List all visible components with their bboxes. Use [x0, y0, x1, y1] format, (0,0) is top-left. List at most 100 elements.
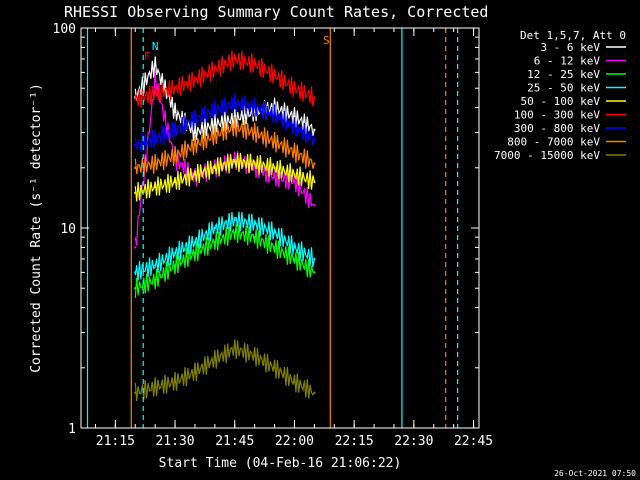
data-point: [174, 111, 177, 114]
data-point: [253, 236, 256, 239]
data-point: [134, 166, 137, 169]
data-point: [313, 391, 316, 394]
series-line: [134, 223, 315, 298]
data-point: [134, 144, 137, 147]
annotation-label: F: [144, 50, 151, 63]
data-point: [174, 264, 177, 267]
data-point: [273, 74, 276, 77]
data-point: [233, 102, 236, 105]
data-point: [273, 246, 276, 249]
data-point: [293, 87, 296, 90]
data-point: [154, 92, 157, 95]
data-point: [253, 63, 256, 66]
data-point: [134, 287, 137, 290]
data-point: [213, 68, 216, 71]
legend-label: 6 - 12 keV: [534, 55, 601, 68]
data-point: [293, 150, 296, 153]
data-point: [134, 391, 137, 394]
series-line: [134, 56, 315, 141]
series-layer: [134, 50, 316, 402]
data-point: [193, 241, 196, 244]
x-tick-label: 22:00: [275, 434, 314, 449]
data-point: [174, 87, 177, 90]
legend-label: 800 - 7000 keV: [507, 136, 600, 149]
data-point: [154, 162, 157, 165]
data-point: [313, 257, 316, 260]
data-point: [313, 128, 316, 131]
data-point: [233, 218, 236, 221]
x-tick-label: 22:15: [335, 434, 374, 449]
y-tick-label: 100: [53, 22, 76, 37]
data-point: [233, 57, 236, 60]
data-point: [193, 251, 196, 254]
data-point: [174, 180, 177, 183]
legend-label: 7000 - 15000 keV: [494, 149, 600, 162]
data-point: [293, 115, 296, 118]
legend-label: 12 - 25 keV: [527, 68, 600, 81]
series-line: [134, 211, 315, 281]
data-point: [313, 180, 316, 183]
data-point: [273, 113, 276, 116]
data-point: [293, 246, 296, 249]
data-point: [174, 380, 177, 383]
data-point: [313, 137, 316, 140]
data-point: [213, 134, 216, 137]
y-axis-label: Corrected Count Rate (s⁻¹ detector⁻¹): [29, 83, 44, 373]
data-point: [193, 78, 196, 81]
data-point: [134, 98, 137, 101]
series-line: [134, 50, 315, 108]
data-point: [253, 111, 256, 114]
data-point: [313, 162, 316, 165]
data-point: [213, 227, 216, 229]
x-axis-label: Start Time (04-Feb-16 21:06:22): [159, 456, 402, 471]
data-point: [193, 175, 196, 178]
x-tick-label: 22:45: [454, 434, 493, 449]
y-tick-label: 10: [60, 222, 76, 237]
series-line: [134, 93, 315, 153]
data-point: [193, 118, 196, 121]
chart-title: RHESSI Observing Summary Count Rates, Co…: [64, 3, 488, 21]
data-point: [193, 173, 196, 176]
data-point: [193, 371, 196, 374]
data-point: [154, 137, 157, 140]
legend-label: 300 - 800 keV: [514, 122, 600, 135]
annotation-label: N: [152, 40, 159, 53]
data-point: [134, 191, 137, 194]
data-point: [174, 251, 177, 254]
data-point: [213, 358, 216, 361]
data-point: [154, 78, 157, 81]
data-point: [233, 347, 236, 350]
data-point: [273, 175, 276, 178]
data-point: [134, 246, 137, 249]
x-tick-label: 22:30: [394, 434, 433, 449]
legend-label: 25 - 50 keV: [527, 82, 600, 95]
legend-label: 50 - 100 keV: [521, 95, 601, 108]
data-point: [313, 96, 316, 99]
data-point: [313, 204, 316, 207]
marker-layer: FN S: [86, 28, 459, 428]
data-point: [293, 180, 296, 183]
series-line: [134, 116, 315, 177]
data-point: [174, 158, 177, 161]
x-tick-label: 21:30: [155, 434, 194, 449]
data-point: [253, 131, 256, 134]
data-point: [293, 173, 296, 176]
data-point: [273, 366, 276, 369]
data-point: [233, 125, 236, 128]
data-point: [253, 162, 256, 165]
data-point: [293, 257, 296, 260]
data-point: [273, 166, 276, 169]
data-point: [313, 271, 316, 274]
data-point: [233, 160, 236, 163]
x-tick-label: 21:45: [215, 434, 254, 449]
data-point: [233, 231, 236, 234]
data-point: [193, 144, 196, 147]
data-point: [154, 264, 157, 267]
data-point: [293, 380, 296, 383]
data-point: [174, 128, 177, 131]
data-point: [213, 123, 216, 126]
series-line: [134, 152, 315, 202]
